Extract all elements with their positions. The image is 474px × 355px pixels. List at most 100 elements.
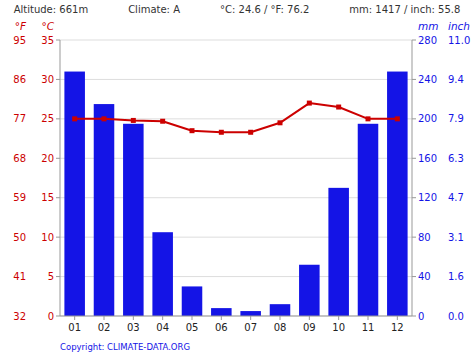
tick	[221, 316, 222, 320]
tick-label: 01	[68, 322, 81, 333]
tick-label: 08	[274, 322, 287, 333]
tick-label: 0	[418, 311, 424, 322]
tick	[56, 118, 60, 119]
tick-label: 30	[41, 74, 54, 85]
tick	[56, 40, 60, 41]
tick	[412, 316, 416, 317]
annotation: Altitude: 661m	[14, 4, 88, 15]
tick	[412, 237, 416, 238]
marker	[102, 116, 107, 121]
bar	[358, 124, 379, 316]
bar	[182, 286, 203, 316]
tick	[56, 197, 60, 198]
tick-label: 86	[13, 74, 26, 85]
y-axis-y2: 0 40 80 120 160 200 240 280 mm	[412, 20, 438, 322]
chart: 05101520253035°C3241505968778695°F040801…	[0, 0, 474, 355]
bar	[240, 311, 261, 316]
tick	[338, 316, 339, 320]
tick-label: 160	[418, 153, 437, 164]
tick-label: 04	[156, 322, 169, 333]
y-axis-y4: 0.01.63.14.76.37.99.411.0inch	[448, 20, 470, 322]
tick-label: 05	[186, 322, 199, 333]
tick-label: 0.0	[448, 311, 464, 322]
bar	[270, 304, 291, 316]
tick-label: 12	[391, 322, 404, 333]
marker	[248, 130, 253, 135]
bar	[299, 265, 320, 316]
tick-label: 10	[332, 322, 345, 333]
tick-label: 41	[13, 271, 26, 282]
tick	[162, 316, 163, 320]
annotation: Climate: A	[128, 4, 180, 15]
tick-label: 09	[303, 322, 316, 333]
tick-label: 35	[41, 35, 54, 46]
marker	[336, 105, 341, 110]
tick-label: 20	[41, 153, 54, 164]
tick-label: 95	[13, 35, 26, 46]
tick-label: 4.7	[448, 192, 464, 203]
tick	[56, 158, 60, 159]
annotation: Copyright: CLIMATE-DATA.ORG	[60, 342, 190, 352]
marker	[307, 101, 312, 106]
marker	[278, 120, 283, 125]
tick	[192, 316, 193, 320]
tick	[56, 276, 60, 277]
tick	[56, 237, 60, 238]
marker	[72, 116, 77, 121]
axes	[60, 40, 412, 316]
tick-label: 07	[244, 322, 257, 333]
bar	[152, 232, 173, 316]
y-axis-y3: 3241505968778695°F	[13, 20, 27, 322]
header: Altitude: 661m Climate: A °C: 24.6 / °F: 7…	[14, 4, 461, 15]
tick	[104, 316, 105, 320]
marker	[366, 116, 371, 121]
grid-line	[60, 79, 412, 80]
tick	[412, 197, 416, 198]
tick-label: 25	[41, 113, 54, 124]
tick-label: 1.6	[448, 271, 464, 282]
tick-label: 68	[13, 153, 26, 164]
tick-label: 40	[418, 271, 431, 282]
annotation: mm: 1417 / inch: 55.8	[349, 4, 460, 15]
bar	[123, 124, 144, 316]
bar	[328, 188, 349, 316]
line	[75, 103, 398, 132]
axis-line	[412, 40, 413, 316]
tick-label: 0	[48, 311, 54, 322]
tick	[412, 40, 416, 41]
tick-label: 6.3	[448, 153, 464, 164]
tick	[56, 79, 60, 80]
tick-label: 120	[418, 192, 437, 203]
tick-label: 240	[418, 74, 437, 85]
axis-label: °C	[41, 20, 54, 32]
tick	[412, 79, 416, 80]
tick-label: 03	[127, 322, 140, 333]
tick-label: 06	[215, 322, 228, 333]
marker	[160, 119, 165, 124]
tick-label: 59	[13, 192, 26, 203]
tick-label: 9.4	[448, 74, 464, 85]
bar	[94, 104, 115, 316]
tick-label: 50	[13, 232, 26, 243]
tick-label: 200	[418, 113, 437, 124]
grid	[60, 40, 412, 316]
y-axis-y: 05101520253035°C	[41, 20, 60, 322]
tick-label: 11	[362, 322, 375, 333]
tick	[368, 316, 369, 320]
tick	[309, 316, 310, 320]
tick-label: 280	[418, 35, 437, 46]
tick	[397, 316, 398, 320]
marker	[131, 118, 136, 123]
tick-label: 32	[13, 311, 26, 322]
tick	[74, 316, 75, 320]
bar	[387, 72, 408, 316]
tick-label: 80	[418, 232, 431, 243]
tick	[412, 118, 416, 119]
tick	[56, 316, 60, 317]
annotation: °C: 24.6 / °F: 76.2	[220, 4, 309, 15]
marker	[395, 116, 400, 121]
axis-label: mm	[418, 20, 438, 32]
marker	[219, 130, 224, 135]
tick-label: 02	[98, 322, 111, 333]
bar	[64, 72, 85, 316]
